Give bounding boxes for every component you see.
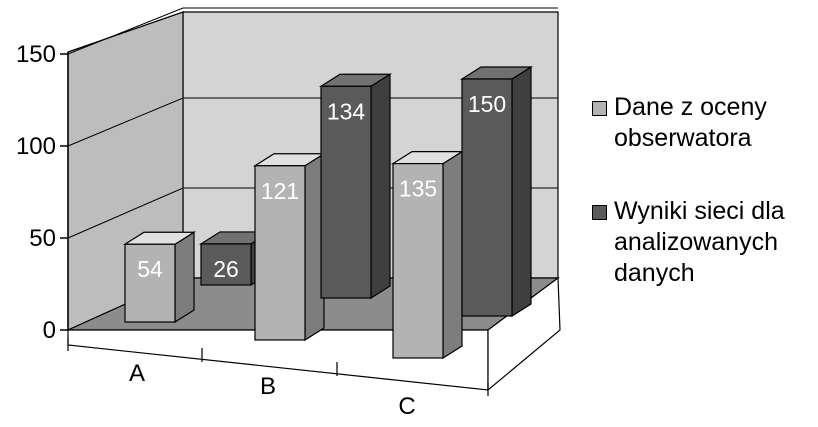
bar-front	[392, 163, 444, 359]
y-tick-label: 150	[16, 41, 56, 68]
gridline	[67, 97, 558, 147]
bar-c-series-1: 135	[390, 150, 465, 360]
legend: Dane z oceny obserwatora Wyniki sieci dl…	[592, 92, 818, 331]
x-tick-label: B	[260, 373, 276, 400]
bar-front	[320, 85, 372, 299]
bar-b-series-1: 121	[252, 152, 327, 342]
legend-label-series-2-line-1: Wyniki sieci dla	[614, 197, 785, 225]
y-tick-label: 0	[43, 317, 56, 344]
bar-side	[370, 73, 391, 300]
bar-side	[174, 231, 195, 324]
legend-label-series-1-line-1: Dane z oceny	[614, 93, 767, 121]
y-tick-label: 100	[16, 133, 56, 160]
x-tick-label: A	[129, 360, 145, 387]
legend-label-series-1: Dane z oceny obserwatora	[614, 92, 767, 154]
bar-front	[200, 243, 252, 286]
bar-a-series-1: 54	[122, 231, 197, 324]
y-tick-label: 50	[29, 225, 56, 252]
x-axis-base-side	[487, 276, 561, 392]
legend-label-series-2: Wyniki sieci dla analizowanych danych	[614, 196, 785, 289]
bar-c-series-2: 150	[459, 65, 534, 318]
legend-label-series-2-line-2: analizowanych	[614, 228, 778, 256]
data-label: 26	[213, 256, 239, 282]
legend-swatch-series-1	[592, 101, 607, 116]
bar-b-series-2: 134	[318, 73, 393, 300]
bar-front	[124, 243, 176, 323]
bar-side	[442, 150, 463, 360]
data-label: 121	[261, 178, 299, 204]
bar-side	[511, 65, 532, 318]
x-tick-label: C	[398, 393, 415, 420]
data-label: 150	[468, 91, 506, 117]
gridline	[67, 7, 558, 55]
data-label: 54	[137, 256, 163, 282]
legend-item-series-1: Dane z oceny obserwatora	[592, 92, 818, 154]
legend-label-series-2-line-3: danych	[614, 259, 695, 287]
bar-front	[254, 165, 306, 341]
data-label: 135	[399, 176, 437, 202]
legend-item-series-2: Wyniki sieci dla analizowanych danych	[592, 196, 818, 289]
bar-front	[461, 78, 513, 317]
legend-swatch-series-2	[592, 205, 607, 220]
data-label: 134	[327, 98, 366, 124]
legend-label-series-1-line-2: obserwatora	[614, 124, 752, 152]
